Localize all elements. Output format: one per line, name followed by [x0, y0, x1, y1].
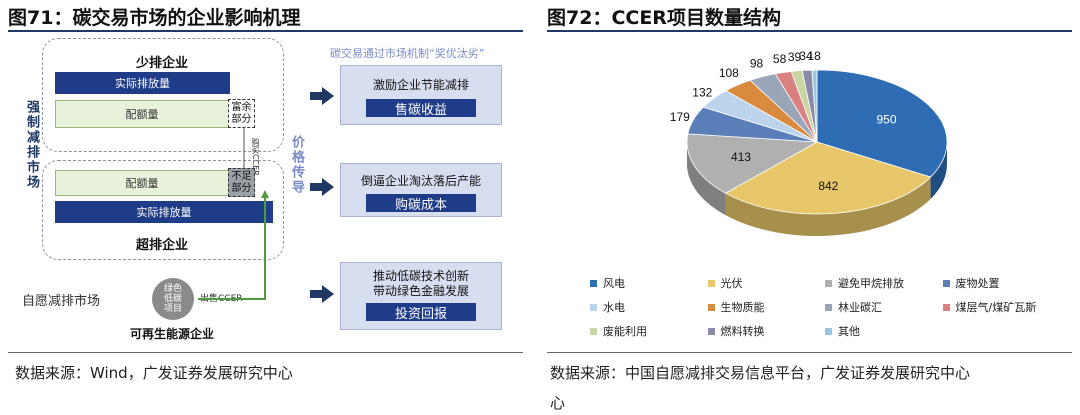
legend-item: 燃料转换	[707, 323, 826, 339]
legend-swatch	[942, 279, 950, 287]
legend-swatch	[707, 279, 715, 287]
legend-label: 废能利用	[603, 325, 647, 338]
pie-slice-0	[816, 69, 948, 178]
arrow-right-icon	[310, 87, 334, 109]
panel-force-button: 购碳成本	[366, 194, 476, 213]
legend-item: 水电	[590, 299, 708, 315]
legend-label: 避免甲烷排放	[838, 277, 904, 290]
legend-swatch	[707, 303, 715, 311]
legend-item: 风电	[590, 275, 708, 291]
panel-incentive-text: 激励企业节能减排	[372, 78, 469, 92]
pie-data-label: 18	[807, 49, 821, 63]
panel-innovation-button: 投资回报	[366, 303, 476, 322]
legend-item: 避免甲烷排放	[825, 275, 943, 291]
green-project-circle: 绿色低碳项目	[152, 278, 194, 320]
legend-item: 废物处置	[942, 275, 1061, 291]
renewable-company-label: 可再生能源企业	[130, 327, 215, 341]
pie-data-label: 950	[876, 112, 896, 126]
pie-slice-side	[930, 142, 947, 200]
legend-item: 其他	[825, 323, 943, 339]
legend-label: 废物处置	[955, 277, 1000, 290]
connector-lines	[198, 128, 269, 300]
legend-swatch	[942, 303, 950, 311]
high-actual-emission-bar: 实际排放量	[55, 201, 273, 223]
legend-label: 生物质能	[720, 301, 765, 314]
legend-swatch	[590, 327, 597, 335]
shortage-label: 不足部分	[231, 170, 252, 194]
legend-swatch	[825, 303, 832, 311]
legend-swatch	[825, 327, 832, 335]
panel-incentive: 激励企业节能减排 售碳收益	[340, 65, 502, 125]
pie-slice-side	[725, 177, 931, 237]
pie-data-label: 132	[692, 85, 712, 99]
high-emission-group	[42, 160, 284, 260]
pie-data-label: 179	[670, 110, 690, 124]
legend-label: 风电	[603, 277, 625, 290]
right-source-text-line2: 心	[550, 394, 566, 412]
legend-label: 光伏	[720, 277, 743, 290]
legend-item: 林业碳汇	[825, 299, 943, 315]
right-source-rule	[547, 352, 1072, 353]
surplus-label: 富余部分	[231, 101, 252, 125]
price-transmission-label: 价格传导	[289, 135, 304, 195]
mandatory-market-label: 强制减排市场	[24, 100, 39, 190]
legend-swatch	[707, 327, 715, 335]
buy-ccer-label: 购买CCER	[251, 138, 260, 176]
low-emission-group	[42, 38, 284, 152]
panel-incentive-button: 售碳收益	[366, 99, 476, 118]
high-emission-company-label: 超排企业	[135, 238, 188, 253]
pie-slice-10	[811, 69, 818, 143]
left-title-rule	[8, 30, 523, 32]
legend-item: 生物质能	[707, 299, 826, 315]
shortage-box: 不足部分	[228, 168, 255, 197]
pie-slice-side	[687, 142, 726, 216]
legend-label: 林业碳汇	[838, 301, 882, 314]
pie-data-label: 58	[773, 52, 787, 66]
pie-legend: 风电 光伏 避免甲烷排放 废物处置水电 生物质能 林业碳汇 煤层气/煤矿瓦斯废能利用 燃料转换…	[590, 275, 1060, 339]
panel-innovation-text: 推动低碳技术创新 带动绿色金融发展	[372, 269, 469, 298]
legend-label: 煤层气/煤矿瓦斯	[955, 301, 1037, 314]
low-emission-company-label: 少排企业	[135, 56, 188, 71]
surplus-box: 富余部分	[228, 99, 255, 128]
right-title-rule	[547, 30, 1072, 32]
legend-label: 其他	[838, 325, 860, 338]
arrow-right-icon	[310, 285, 334, 307]
voluntary-market-label: 自愿减排市场	[22, 294, 101, 309]
pie-data-label: 108	[719, 66, 739, 80]
arrow-right-icon	[310, 178, 334, 200]
pie-data-label: 98	[750, 57, 764, 71]
left-source-rule	[8, 352, 523, 353]
panel-force: 倒逼企业淘汰落后产能 购碳成本	[340, 163, 502, 217]
legend-item: 煤层气/煤矿瓦斯	[942, 299, 1061, 315]
left-source-text: 数据来源：Wind，广发证券发展研究中心	[15, 364, 293, 382]
pie-data-label: 39	[788, 50, 802, 64]
legend-item: 光伏	[707, 275, 826, 291]
high-quota-bar: 配额量	[55, 170, 229, 196]
green-project-label: 绿色低碳项目	[163, 284, 182, 314]
panel-force-text: 倒逼企业淘汰落后产能	[360, 174, 481, 188]
left-figure-title: 图71：碳交易市场的企业影响机理	[8, 7, 301, 29]
legend-swatch	[825, 279, 832, 287]
right-source-text-line1: 数据来源：中国自愿减排交易信息平台，广发证券发展研究中心	[550, 364, 971, 382]
legend-item: 废能利用	[590, 323, 708, 339]
legend-label: 燃料转换	[720, 325, 765, 338]
mechanism-title: 碳交易通过市场机制“奖优汰劣”	[330, 47, 485, 60]
legend-swatch	[590, 303, 597, 311]
pie-slice-2	[686, 133, 819, 194]
legend-label: 水电	[603, 301, 625, 314]
right-figure-title: 图72：CCER项目数量结构	[547, 7, 781, 29]
pie-data-label: 413	[731, 150, 751, 164]
pie-slice-1	[724, 141, 932, 215]
pie-data-label: 842	[818, 179, 838, 193]
low-actual-emission-bar: 实际排放量	[55, 72, 230, 94]
panel-innovation: 推动低碳技术创新 带动绿色金融发展 投资回报	[340, 262, 502, 330]
legend-swatch	[590, 279, 597, 287]
pie-data-label: 34	[799, 49, 813, 63]
